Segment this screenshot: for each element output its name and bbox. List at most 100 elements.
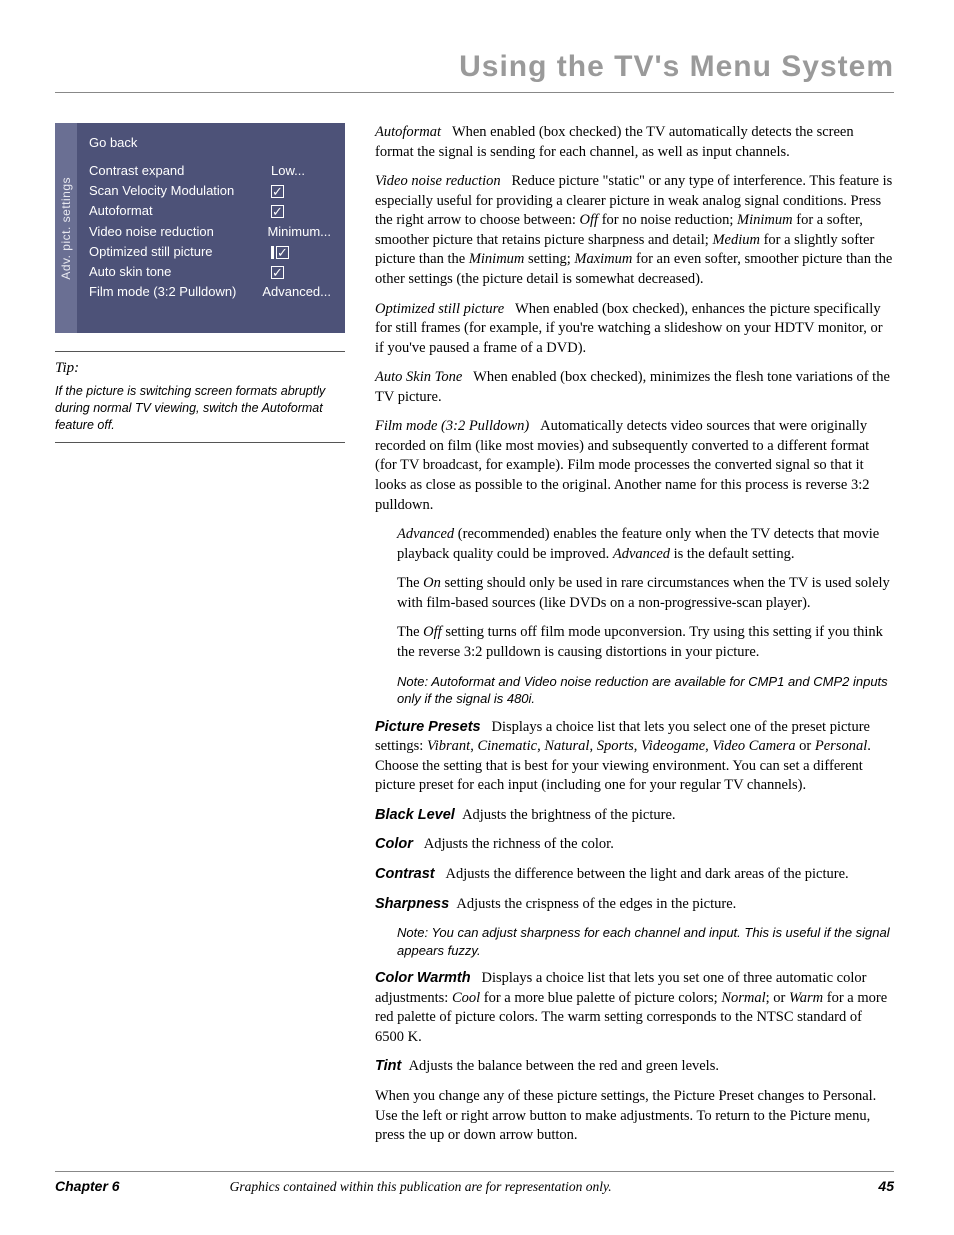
tip-body: If the picture is switching screen forma… — [55, 383, 345, 434]
term: Tint — [375, 1058, 401, 1074]
term: On — [423, 575, 441, 591]
menu-row: Contrast expand Low... — [89, 162, 331, 180]
text: Adjusts the crispness of the edges in th… — [456, 896, 736, 912]
menu-sidebar-label: Adv. pict. settings — [59, 177, 73, 280]
text: setting; — [524, 251, 574, 267]
term: Warm — [789, 990, 823, 1006]
term: Optimized still picture — [375, 301, 504, 317]
text: setting should only be used in rare circ… — [397, 575, 890, 611]
term: Minimum — [469, 251, 525, 267]
menu-item-value — [271, 243, 331, 261]
para-colorwarmth: Color Warmth Displays a choice list that… — [375, 969, 894, 1047]
menu-item-value: Low... — [271, 162, 331, 180]
menu-item-label: Film mode (3:2 Pulldown) — [89, 283, 236, 301]
para-ast: Auto Skin Tone When enabled (box checked… — [375, 368, 894, 407]
menu-sidebar: Adv. pict. settings — [55, 123, 77, 333]
para-autoformat: Autoformat When enabled (box checked) th… — [375, 123, 894, 162]
term: Advanced — [397, 526, 454, 542]
menu-row: Optimized still picture — [89, 243, 331, 261]
term: Videogame — [641, 738, 705, 754]
checkbox-checked-icon — [276, 246, 289, 259]
text: ; or — [766, 990, 789, 1006]
highlight-bar-icon — [271, 246, 274, 259]
term: Autoformat — [375, 124, 441, 140]
para-film-off: The Off setting turns off film mode upco… — [397, 623, 894, 662]
menu-item-label: Auto skin tone — [89, 263, 171, 281]
text: The — [397, 624, 423, 640]
term: Color Warmth — [375, 970, 471, 986]
term: Color — [375, 836, 413, 852]
menu-go-back: Go back — [89, 135, 331, 150]
term: Medium — [712, 232, 760, 248]
title-rule — [55, 92, 894, 93]
para-color: Color Adjusts the richness of the color. — [375, 835, 894, 855]
menu-row: Auto skin tone — [89, 263, 331, 281]
term: Personal — [815, 738, 867, 754]
menu-item-label: Contrast expand — [89, 162, 184, 180]
para-blacklevel: Black Level Adjusts the brightness of th… — [375, 806, 894, 826]
footer-page-number: 45 — [878, 1178, 894, 1194]
menu-item-label: Scan Velocity Modulation — [89, 182, 234, 200]
term: Sports — [597, 738, 634, 754]
tip-rule-top — [55, 351, 345, 352]
term: Maximum — [574, 251, 632, 267]
term: Auto Skin Tone — [375, 369, 462, 385]
term: Natural — [544, 738, 589, 754]
tip-heading: Tip: — [55, 360, 345, 377]
term: Cinematic — [477, 738, 537, 754]
note-autoformat: Note: Autoformat and Video noise reducti… — [397, 673, 894, 708]
checkbox-checked-icon — [271, 266, 284, 279]
term: Minimum — [737, 212, 793, 228]
menu-rows: Contrast expand Low... Scan Velocity Modu… — [89, 162, 331, 301]
menu-item-label: Autoformat — [89, 202, 153, 220]
menu-item-value: Minimum... — [267, 223, 331, 241]
page-footer: Chapter 6 Graphics contained within this… — [55, 1171, 894, 1195]
menu-item-value — [271, 182, 331, 200]
footer-caption: Graphics contained within this publicati… — [120, 1179, 879, 1195]
term: Video noise reduction — [375, 173, 501, 189]
checkbox-checked-icon — [271, 185, 284, 198]
term: Normal — [721, 990, 765, 1006]
para-last: When you change any of these picture set… — [375, 1087, 894, 1146]
text: Adjusts the richness of the color. — [424, 836, 614, 852]
text: The — [397, 575, 423, 591]
text: Adjusts the difference between the light… — [446, 866, 849, 882]
menu-content: Go back Contrast expand Low... Scan Veloc… — [77, 123, 345, 333]
tip-rule-bottom — [55, 442, 345, 443]
term: Film mode (3:2 Pulldown) — [375, 418, 529, 434]
menu-item-value: Advanced... — [262, 283, 331, 301]
text: for no noise reduction; — [598, 212, 737, 228]
term: Sharpness — [375, 896, 449, 912]
para-vnr: Video noise reduction Reduce picture "st… — [375, 172, 894, 289]
menu-item-label: Video noise reduction — [89, 223, 214, 241]
text: is the default setting. — [670, 546, 794, 562]
para-contrast: Contrast Adjusts the difference between … — [375, 865, 894, 885]
para-osp: Optimized still picture When enabled (bo… — [375, 300, 894, 359]
para-sharpness: Sharpness Adjusts the crispness of the e… — [375, 895, 894, 915]
para-presets: Picture Presets Displays a choice list t… — [375, 718, 894, 796]
menu-item-label: Optimized still picture — [89, 243, 213, 261]
text: for a more blue palette of picture color… — [480, 990, 721, 1006]
checkbox-checked-icon — [271, 205, 284, 218]
para-tint: Tint Adjusts the balance between the red… — [375, 1057, 894, 1077]
para-film-on: The On setting should only be used in ra… — [397, 574, 894, 613]
menu-row: Film mode (3:2 Pulldown) Advanced... — [89, 283, 331, 301]
page-title: Using the TV's Menu System — [55, 50, 894, 84]
content-columns: Adv. pict. settings Go back Contrast exp… — [55, 123, 894, 1156]
right-column: Autoformat When enabled (box checked) th… — [375, 123, 894, 1156]
menu-item-value — [271, 263, 331, 281]
term: Vibrant — [427, 738, 470, 754]
term: Black Level — [375, 807, 455, 823]
text: setting turns off film mode upconversion… — [397, 624, 883, 660]
text: Adjusts the balance between the red and … — [409, 1058, 719, 1074]
term: Contrast — [375, 866, 435, 882]
term: Off — [423, 624, 442, 640]
note-sharpness: Note: You can adjust sharpness for each … — [397, 924, 894, 959]
text: Adjusts the brightness of the picture. — [462, 807, 675, 823]
term: Off — [580, 212, 599, 228]
menu-item-value — [271, 202, 331, 220]
term: Cool — [452, 990, 480, 1006]
left-column: Adv. pict. settings Go back Contrast exp… — [55, 123, 345, 1156]
menu-row: Autoformat — [89, 202, 331, 220]
term: Advanced — [613, 546, 670, 562]
